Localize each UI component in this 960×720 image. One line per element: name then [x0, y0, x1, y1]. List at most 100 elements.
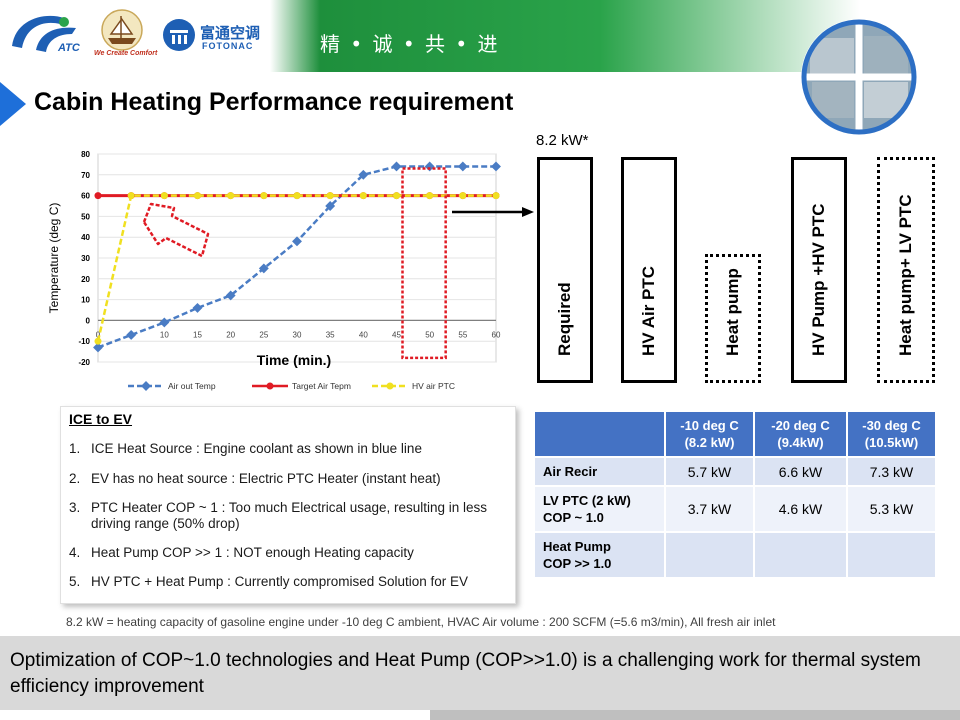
y-tick-label: 30	[81, 254, 90, 263]
table-cell	[755, 533, 846, 577]
y-tick-label: 10	[81, 296, 90, 305]
table-header-cell: -30 deg C (10.5kW)	[848, 412, 935, 456]
column-hv-air-ptc: HV Air PTC	[621, 157, 677, 383]
x-tick-label: 45	[392, 330, 401, 339]
ship-logo: We Create Comfort	[92, 8, 158, 58]
table-cell: 7.3 kW	[848, 458, 935, 485]
x-tick-label: 30	[293, 330, 302, 339]
x-tick-label: 35	[326, 330, 335, 339]
column-label: HV Air PTC	[639, 265, 658, 356]
header-line1: -10 deg C	[680, 418, 739, 433]
legend-marker	[141, 381, 151, 391]
fotonac-logo-cn: 富通空调	[200, 24, 261, 42]
performance-table: -10 deg C (8.2 kW) -20 deg C (9.4kW) -30 d…	[533, 410, 937, 579]
x-tick-label: 25	[259, 330, 268, 339]
y-tick-label: -10	[78, 337, 90, 346]
ice-to-ev-title: ICE to EV	[69, 411, 133, 427]
trend-arrow-icon	[142, 202, 210, 258]
legend-label: HV air PTC	[412, 381, 455, 391]
ship-logo-text: We Create Comfort	[94, 50, 158, 57]
factory-photo-badge	[800, 18, 918, 136]
data-point	[194, 192, 201, 200]
column-hv-pump-hv-ptc: HV Pump +HV PTC	[791, 157, 847, 383]
table-cell: 4.6 kW	[755, 487, 846, 531]
data-point	[492, 192, 500, 200]
list-text: ICE Heat Source : Engine coolant as show…	[91, 441, 422, 456]
data-point	[127, 192, 135, 200]
data-point	[225, 290, 236, 301]
footnote: 8.2 kW = heating capacity of gasoline en…	[66, 615, 776, 629]
x-tick-label: 50	[425, 330, 434, 339]
data-point	[260, 192, 268, 200]
table-corner-cell	[535, 412, 664, 456]
y-tick-label: 20	[81, 275, 90, 284]
column-heat-pump: Heat pump	[705, 254, 761, 383]
table-cell	[848, 533, 935, 577]
column-label: Required	[555, 282, 574, 356]
table-header-cell: -20 deg C (9.4kW)	[755, 412, 846, 456]
x-tick-label: 60	[492, 330, 501, 339]
header-line1: -30 deg C	[862, 418, 921, 433]
header-line2: (8.2 kW)	[684, 435, 735, 450]
header-band	[0, 0, 960, 72]
x-tick-label: 15	[193, 330, 202, 339]
ice-to-ev-panel: ICE to EV 1. ICE Heat Source : Engine co…	[60, 406, 516, 604]
arrow-right-icon	[452, 204, 534, 217]
table-cell: 3.7 kW	[666, 487, 753, 531]
x-tick-label: 20	[226, 330, 235, 339]
row-header-line1: Heat Pump	[543, 539, 611, 554]
legend-label: Target Air Tepm	[292, 381, 351, 391]
data-point	[326, 192, 334, 200]
table-cell: 5.3 kW	[848, 487, 935, 531]
conclusion-text: Optimization of COP~1.0 technologies and…	[10, 650, 921, 697]
table-cell: 5.7 kW	[666, 458, 753, 485]
legend-marker	[266, 382, 274, 390]
data-point	[227, 192, 235, 200]
slide-title: Cabin Heating Performance requirement	[34, 88, 514, 116]
column-required: Required	[537, 157, 593, 383]
title-arrow-icon	[0, 82, 26, 126]
data-point	[459, 192, 467, 200]
list-number: 5.	[69, 574, 81, 589]
list-number: 3.	[69, 500, 81, 515]
table-row: Heat Pump COP >> 1.0	[535, 533, 935, 577]
fotonac-logo: 富通空调 FOTONAC	[162, 8, 272, 58]
chart-svg: -20-100102030405060708005101520253035404…	[47, 150, 501, 391]
list-text: Heat Pump COP >> 1 : NOT enough Heating …	[91, 545, 414, 560]
x-tick-label: 55	[458, 330, 467, 339]
table-cell	[666, 533, 753, 577]
row-header-line1: LV PTC (2 kW)	[543, 493, 631, 508]
data-point	[126, 330, 137, 340]
data-point	[192, 302, 203, 313]
column-label: Heat pump+ LV PTC	[896, 194, 915, 356]
list-text: HV PTC + Heat Pump : Currently compromis…	[91, 574, 469, 589]
row-header: LV PTC (2 kW) COP ~ 1.0	[535, 487, 664, 531]
required-kw-note: 8.2 kW*	[536, 132, 589, 149]
atc-logo-text: ATC	[58, 42, 80, 54]
data-point	[159, 317, 170, 328]
bottom-accent-bar	[430, 710, 960, 720]
table-row: LV PTC (2 kW) COP ~ 1.0 3.7 kW 4.6 kW 5.3…	[535, 487, 935, 531]
legend-marker	[386, 382, 394, 390]
row-header: Air Recir	[535, 458, 664, 485]
header-line2: (9.4kW)	[777, 435, 824, 450]
y-tick-label: 70	[81, 171, 90, 180]
table-row: Air Recir 5.7 kW 6.6 kW 7.3 kW	[535, 458, 935, 485]
data-point	[359, 192, 367, 200]
y-axis-title: Temperature (deg C)	[47, 203, 61, 314]
data-point	[293, 192, 301, 200]
data-point	[426, 192, 434, 200]
slogan: 精 • 诚 • 共 • 进	[320, 32, 500, 56]
data-point	[94, 337, 102, 345]
atc-logo: ATC	[6, 8, 84, 58]
row-header-line1: Air Recir	[543, 464, 598, 479]
header-line1: -20 deg C	[771, 418, 830, 433]
column-heat-pump-lv-ptc: Heat pump+ LV PTC	[877, 157, 935, 383]
column-label: Heat pump	[723, 268, 742, 356]
list-number: 1.	[69, 441, 81, 456]
data-point	[325, 201, 336, 211]
temperature-chart: -20-100102030405060708005101520253035404…	[40, 138, 516, 402]
y-tick-label: 0	[86, 316, 91, 325]
list-text: PTC Heater COP ~ 1 : Too much Electrical…	[91, 500, 488, 531]
y-tick-label: 40	[81, 233, 90, 242]
